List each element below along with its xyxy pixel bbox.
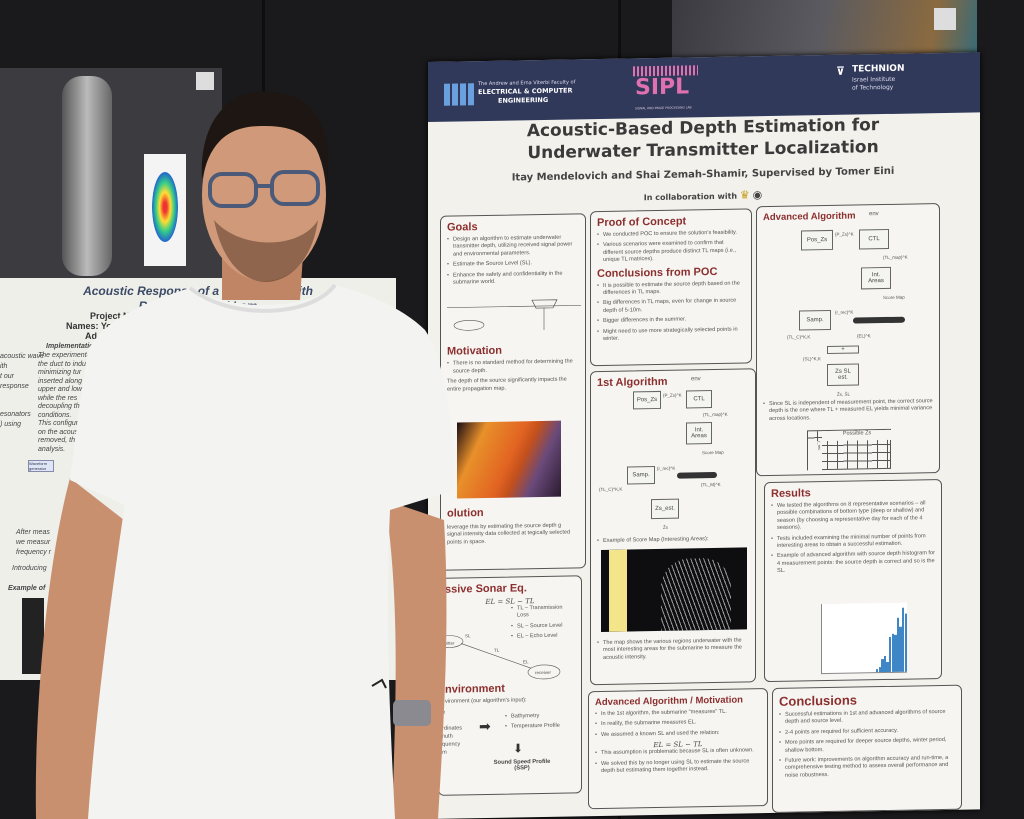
implementation-heading: Implementation <box>46 343 98 350</box>
text-line: the duct to indu <box>38 360 86 368</box>
left-column-text: acoustic wave ith t our response esonato… <box>0 352 44 430</box>
text-line: t our <box>0 373 15 380</box>
text-line: esonators <box>0 411 31 418</box>
text-line: Introducing <box>12 565 47 572</box>
left-photo-board <box>0 68 222 280</box>
project-number: Project Num <box>90 311 144 321</box>
hair <box>201 91 329 180</box>
text-line: we measur <box>16 539 51 546</box>
t-shirt-collar <box>188 283 337 313</box>
text-line: conditions. <box>38 411 72 419</box>
diagram-box: Waveform generator (power) <box>28 460 54 472</box>
text-line: frequency r <box>16 549 52 556</box>
heatmap-ring <box>152 172 178 242</box>
sonar-panel: ssive Sonar Eq. EL = SL − TL TL – Transm… <box>438 575 582 796</box>
right-arm <box>385 500 447 819</box>
sonar-diagram <box>439 635 561 680</box>
example-plot <box>22 598 44 674</box>
text-line: response <box>0 383 29 390</box>
wristwatch-icon <box>393 700 431 726</box>
qr-code-icon <box>934 8 956 30</box>
text-line: This configur <box>38 420 79 427</box>
advisor: Ad <box>85 331 97 341</box>
waveguide-photo <box>62 76 112 276</box>
main-poster: The Andrew and Erna Viterbi Faculty of E… <box>428 52 980 819</box>
text-line: ith <box>0 363 8 370</box>
puma-logo-icon <box>371 678 387 689</box>
text-line: decoupling th <box>38 403 80 410</box>
text-line: upper and low <box>38 386 82 393</box>
text-line: Example of <box>8 585 46 592</box>
beard <box>214 220 318 282</box>
text-line: acoustic wave <box>0 353 44 360</box>
goals-panel: Goals Design an algorithm to estimate un… <box>440 213 586 571</box>
text-line: The experimenta <box>38 352 91 359</box>
qr-code-icon <box>196 72 214 90</box>
text-line: while the res <box>38 394 78 402</box>
bottom-text: After meas we measur frequency r Introdu… <box>0 528 51 594</box>
text-line: on the acoust <box>38 428 81 436</box>
text-line: inserted along <box>38 377 82 385</box>
implementation-text: The experimenta the duct to indu minimiz… <box>38 352 91 454</box>
white-t-shirt <box>70 285 455 819</box>
glasses-icon <box>208 170 320 208</box>
text-line: ) using <box>0 421 22 428</box>
left-arm <box>35 478 124 819</box>
text-line: removed, th <box>38 437 75 444</box>
names: Names: Yo <box>66 321 112 331</box>
text-line: After meas <box>16 529 50 536</box>
text-line: analysis. <box>38 445 66 453</box>
resonance-plot <box>144 154 186 266</box>
text-line: minimizing tur <box>38 369 82 376</box>
goals-diagram <box>447 299 581 332</box>
